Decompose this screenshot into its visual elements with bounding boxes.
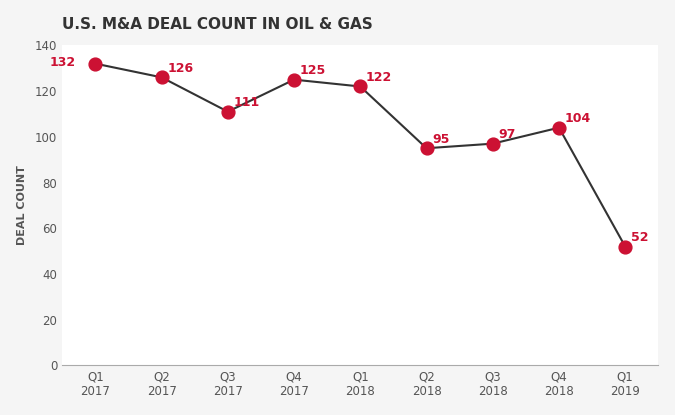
Point xyxy=(156,74,167,81)
Y-axis label: DEAL COUNT: DEAL COUNT xyxy=(17,166,27,245)
Text: 104: 104 xyxy=(564,112,591,125)
Point xyxy=(289,76,300,83)
Point xyxy=(90,60,101,67)
Text: 95: 95 xyxy=(432,133,450,146)
Point xyxy=(421,145,432,151)
Text: 126: 126 xyxy=(167,62,193,75)
Text: 125: 125 xyxy=(300,64,326,77)
Text: 111: 111 xyxy=(234,96,260,109)
Text: 132: 132 xyxy=(50,56,76,69)
Text: U.S. M&A DEAL COUNT IN OIL & GAS: U.S. M&A DEAL COUNT IN OIL & GAS xyxy=(62,17,373,32)
Text: 52: 52 xyxy=(630,231,648,244)
Point xyxy=(355,83,366,90)
Text: 122: 122 xyxy=(366,71,392,84)
Point xyxy=(554,124,564,131)
Text: 97: 97 xyxy=(498,128,516,141)
Point xyxy=(487,140,498,147)
Point xyxy=(620,243,630,250)
Point xyxy=(223,108,234,115)
